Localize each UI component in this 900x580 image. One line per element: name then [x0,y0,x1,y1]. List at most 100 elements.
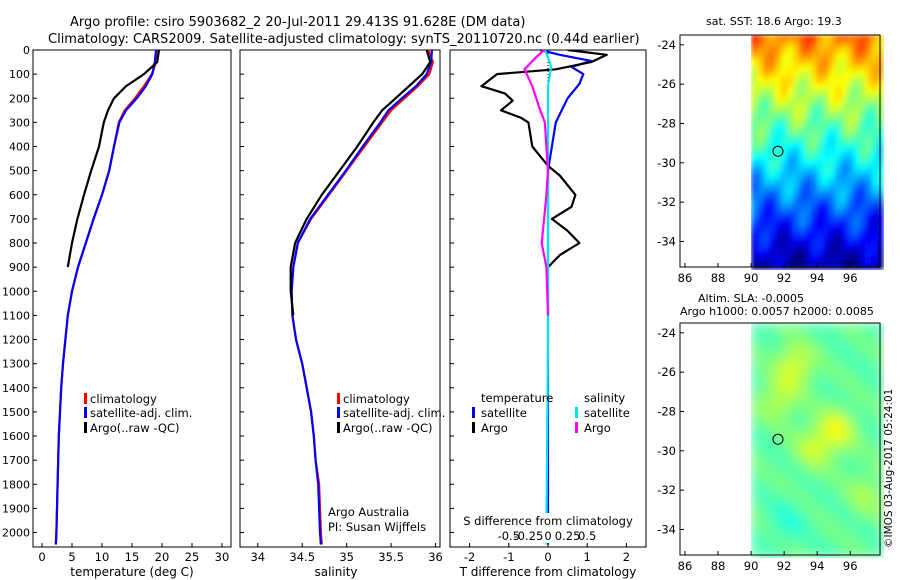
field-cell [817,515,824,522]
field-cell [793,53,800,60]
field-cell [817,59,824,66]
field-cell [769,431,776,438]
field-cell [781,419,788,426]
field-cell [859,191,866,198]
field-cell [817,125,824,132]
field-cell [769,251,776,258]
field-cell [781,413,788,420]
field-cell [805,137,812,144]
field-cell [817,431,824,438]
field-cell [751,47,758,54]
field-cell [775,251,782,258]
s-diff-tick-label: 0.25 [555,529,581,543]
field-cell [859,329,866,336]
field-cell [763,83,770,90]
field-cell [751,95,758,102]
field-cell [775,467,782,474]
field-cell [847,149,854,156]
field-cell [751,191,758,198]
field-cell [853,527,860,534]
field-cell [793,473,800,480]
field-cell [865,251,872,258]
field-cell [757,185,764,192]
field-cell [751,71,758,78]
field-cell [799,41,806,48]
field-cell [793,455,800,462]
field-cell [841,461,848,468]
field-cell [787,467,794,474]
field-cell [871,467,878,474]
field-cell [835,113,842,120]
field-cell [823,491,830,498]
field-cell [763,101,770,108]
field-cell [751,359,758,366]
field-cell [865,233,872,240]
field-cell [775,89,782,96]
field-cell [871,365,878,372]
field-cell [757,215,764,222]
field-cell [871,107,878,114]
lon-tick-label: 90 [744,271,759,285]
field-cell [853,155,860,162]
field-cell [871,503,878,510]
field-cell [823,353,830,360]
field-cell [865,449,872,456]
field-cell [751,161,758,168]
field-cell [829,155,836,162]
field-cell [781,527,788,534]
field-cell [775,419,782,426]
field-cell [823,251,830,258]
depth-tick-label: 500 [9,165,30,178]
field-cell [853,521,860,528]
field-cell [751,113,758,120]
field-cell [793,461,800,468]
field-cell [763,455,770,462]
field-cell [793,401,800,408]
field-cell [835,35,842,42]
field-cell [781,179,788,186]
field-cell [817,389,824,396]
field-cell [787,527,794,534]
field-cell [799,551,806,558]
field-cell [805,521,812,528]
field-cell [841,389,848,396]
field-cell [805,107,812,114]
field-cell [763,59,770,66]
field-cell [853,149,860,156]
field-cell [859,167,866,174]
field-cell [829,35,836,42]
field-cell [793,209,800,216]
field-cell [787,353,794,360]
field-cell [781,341,788,348]
field-cell [805,77,812,84]
field-cell [871,71,878,78]
depth-tick-label: 1400 [2,382,30,395]
field-cell [823,131,830,138]
field-cell [817,485,824,492]
field-cell [775,533,782,540]
field-cell [757,143,764,150]
x-tick-label: 1 [584,550,591,564]
field-cell [763,263,770,270]
field-cell [865,515,872,522]
field-cell [859,263,866,270]
field-cell [817,521,824,528]
x-tick-label: -1 [503,550,514,564]
field-cell [865,467,872,474]
field-cell [859,479,866,486]
field-cell [865,419,872,426]
field-cell [799,251,806,258]
field-cell [817,533,824,540]
field-cell [751,347,758,354]
field-cell [841,197,848,204]
field-cell [829,95,836,102]
field-cell [817,119,824,126]
field-cell [865,47,872,54]
field-cell [763,161,770,168]
field-cell [835,167,842,174]
field-cell [829,59,836,66]
field-cell [829,125,836,132]
field-cell [865,491,872,498]
field-cell [847,185,854,192]
field-cell [763,461,770,468]
